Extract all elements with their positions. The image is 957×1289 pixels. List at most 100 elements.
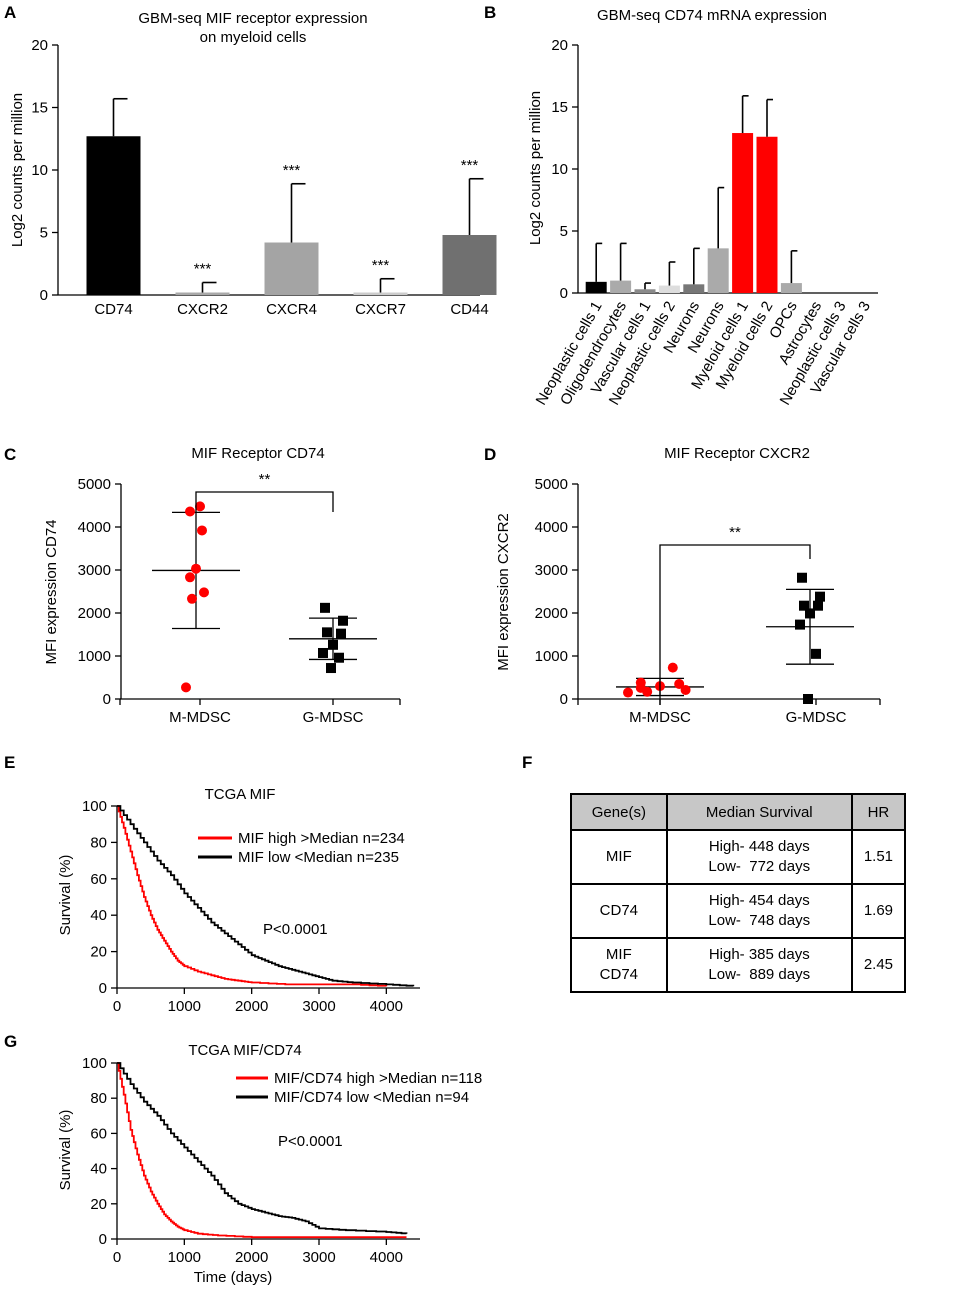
chart-c-point — [336, 628, 346, 639]
chart-e-y-tick-label: 40 — [90, 907, 107, 924]
chart-d-ylabel: MFI expression CXCR2 — [495, 513, 512, 671]
chart-e-ylabel: Survival (%) — [57, 855, 74, 936]
chart-a-bar — [442, 235, 497, 295]
chart-e-x-tick-label: 2000 — [235, 998, 268, 1015]
chart-g-title: TCGA MIF/CD74 — [188, 1042, 301, 1059]
chart-d-point — [795, 619, 805, 630]
chart-b-ylabel: Log2 counts per million — [527, 91, 544, 245]
chart-b-y-tick-label: 20 — [551, 37, 568, 54]
chart-b-bar — [707, 248, 729, 293]
chart-b-y-tick-label: 0 — [560, 285, 568, 302]
table-header-row: Gene(s) Median Survival HR — [570, 793, 907, 831]
chart-g-xlabel: Time (days) — [194, 1269, 273, 1286]
chart-b-bar — [780, 283, 802, 293]
panel-label-g: G — [4, 1032, 17, 1051]
chart-b-bar — [756, 136, 778, 293]
chart-b-bar — [634, 289, 656, 293]
table-header-median-survival: Median Survival — [665, 793, 853, 831]
chart-a-x-tick-label: CXCR7 — [355, 301, 406, 318]
chart-a-significance: *** — [461, 157, 479, 174]
chart-g-x-tick-label: 4000 — [370, 1249, 403, 1266]
chart-b-title: GBM-seq CD74 mRNA expression — [597, 7, 827, 24]
chart-g-survival-curve-low — [117, 1062, 408, 1235]
chart-a-y-tick-label: 5 — [40, 225, 48, 242]
chart-e-x-tick-label: 3000 — [302, 998, 335, 1015]
chart-d-point — [815, 591, 825, 602]
chart-d-point — [674, 678, 685, 689]
table-cell-gene: MIF CD74 — [570, 937, 668, 993]
chart-b-bar — [585, 281, 607, 293]
chart-a-significance: *** — [372, 257, 390, 274]
chart-d-point — [667, 662, 678, 673]
chart-c-point — [195, 501, 205, 512]
chart-c-point — [320, 602, 330, 613]
chart-a-x-tick-label: CD74 — [94, 301, 132, 318]
panel-label-c: C — [4, 445, 16, 464]
chart-e-y-tick-label: 60 — [90, 871, 107, 888]
chart-c-ylabel: MFI expression CD74 — [43, 519, 60, 664]
chart-g-y-tick-label: 60 — [90, 1125, 107, 1142]
chart-d-point — [642, 686, 653, 697]
chart-e-y-tick-label: 80 — [90, 834, 107, 851]
chart-e-survival-curve-low — [117, 805, 415, 987]
table-cell-gene: CD74 — [570, 883, 668, 939]
chart-c-y-tick-label: 1000 — [78, 648, 111, 665]
chart-a-significance: *** — [283, 162, 301, 179]
table-row: MIF CD74 High- 385 days Low- 889 days 2.45 — [570, 937, 907, 993]
chart-d-point — [803, 694, 813, 704]
chart-b-bar — [610, 280, 632, 293]
chart-d-x-tick-label: G-MDSC — [786, 709, 847, 726]
chart-g-x-tick-label: 0 — [113, 1249, 121, 1266]
chart-e-y-tick-label: 20 — [90, 944, 107, 961]
table-cell-hr: 2.45 — [850, 937, 907, 993]
table-header-gene: Gene(s) — [570, 793, 668, 831]
table-cell-gene: MIF — [570, 829, 668, 885]
chart-c-x-tick-label: M-MDSC — [169, 709, 231, 726]
chart-b-y-tick-label: 10 — [551, 161, 568, 178]
panel-label-b: B — [484, 3, 496, 22]
chart-d-point — [623, 687, 633, 698]
chart-c-x-tick-label: G-MDSC — [303, 709, 364, 726]
chart-c-title: MIF Receptor CD74 — [191, 445, 324, 462]
table-row: MIF High- 448 days Low- 772 days 1.51 — [570, 829, 907, 885]
chart-a-y-tick-label: 10 — [31, 162, 48, 179]
gene-line: CD74 — [599, 902, 639, 919]
chart-a-bar — [86, 136, 141, 295]
chart-d-point — [797, 572, 807, 583]
chart-a-title-line-2: on myeloid cells — [200, 29, 307, 46]
chart-e-survival-curve-high — [117, 805, 388, 987]
chart-b-y-tick-label: 15 — [551, 99, 568, 116]
gene-line: MIF — [605, 848, 632, 865]
chart-g-y-tick-label: 0 — [99, 1231, 107, 1248]
chart-e-legend-label-low: MIF low <Median n=235 — [238, 849, 399, 866]
chart-a-y-tick-label: 0 — [40, 287, 48, 304]
chart-a-y-tick-label: 20 — [31, 37, 48, 54]
chart-d-point — [799, 600, 809, 611]
chart-d-y-tick-label: 0 — [560, 691, 568, 708]
chart-d-title: MIF Receptor CXCR2 — [664, 445, 810, 462]
table-header-hr: HR — [850, 793, 907, 831]
table-cell-survival: High- 448 days Low- 772 days — [665, 829, 853, 885]
chart-e-x-tick-label: 0 — [113, 998, 121, 1015]
chart-d-significance-bracket — [659, 544, 811, 705]
chart-g-legend-label-low: MIF/CD74 low <Median n=94 — [274, 1089, 469, 1106]
chart-d-y-tick-label: 2000 — [535, 605, 568, 622]
chart-c-y-tick-label: 5000 — [78, 476, 111, 493]
chart-c-significance: ** — [259, 471, 271, 488]
chart-a-bar — [353, 292, 408, 295]
survival-low: Low- 748 days — [708, 912, 811, 929]
chart-g-x-tick-label: 3000 — [302, 1249, 335, 1266]
survival-table: Gene(s) Median Survival HR MIF High- 448… — [570, 793, 907, 993]
chart-c-y-tick-label: 3000 — [78, 562, 111, 579]
chart-d-point — [811, 648, 821, 659]
chart-c-y-tick-label: 2000 — [78, 605, 111, 622]
chart-g-ylabel: Survival (%) — [57, 1110, 74, 1191]
chart-b-y-tick-label: 5 — [560, 223, 568, 240]
chart-d-y-tick-label: 1000 — [535, 648, 568, 665]
chart-e-y-tick-label: 0 — [99, 980, 107, 997]
chart-c-point — [191, 563, 201, 574]
chart-c-point — [338, 615, 348, 626]
chart-g-pvalue: P<0.0001 — [278, 1133, 343, 1150]
chart-a-bar — [264, 242, 319, 295]
